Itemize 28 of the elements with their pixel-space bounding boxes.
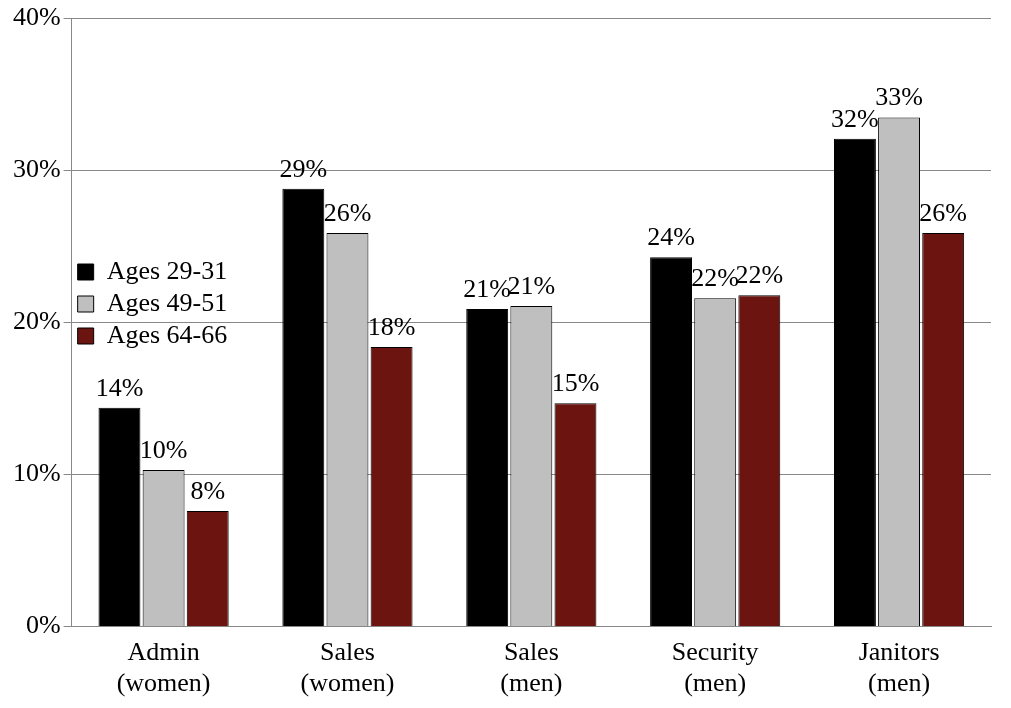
data-label: 33% [875, 82, 923, 112]
data-label: 24% [647, 222, 695, 252]
y-tick-label: 0% [25, 610, 61, 640]
bar [833, 138, 876, 627]
data-label: 26% [919, 197, 968, 227]
legend-label: Ages 29-31 [106, 255, 228, 285]
data-label: 26% [323, 197, 372, 227]
y-tick-label: 30% [12, 154, 61, 184]
bar [650, 257, 693, 627]
y-tick-label: 20% [12, 306, 61, 336]
x-tick-label: Sales (women) [300, 637, 395, 698]
bar [98, 407, 141, 627]
bar [466, 308, 509, 627]
data-label: 18% [367, 311, 416, 341]
data-label: 14% [95, 372, 144, 402]
bar [282, 188, 325, 627]
x-tick-label: Janitors (men) [858, 637, 940, 698]
data-label: 15% [551, 367, 600, 397]
legend-label: Ages 64-66 [106, 319, 228, 349]
x-tick-label: Sales (men) [500, 637, 563, 698]
data-label: 8% [190, 475, 226, 505]
y-tick-label: 40% [12, 2, 61, 32]
x-tick-label: Security (men) [671, 637, 759, 698]
data-label: 10% [139, 434, 188, 464]
data-label: 29% [279, 153, 328, 183]
x-tick-label: Admin (women) [116, 637, 211, 698]
legend-label: Ages 49-51 [106, 287, 228, 317]
y-tick-label: 10% [12, 458, 61, 488]
